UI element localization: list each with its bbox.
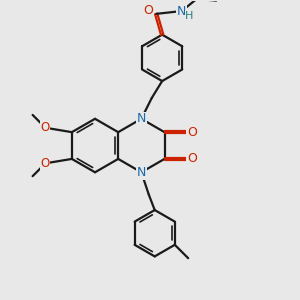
Text: N: N bbox=[137, 112, 146, 125]
Text: N: N bbox=[137, 166, 146, 179]
Text: N: N bbox=[176, 5, 186, 18]
Text: O: O bbox=[40, 121, 50, 134]
Text: O: O bbox=[187, 126, 197, 139]
Text: O: O bbox=[143, 4, 153, 17]
Text: O: O bbox=[187, 152, 197, 165]
Text: O: O bbox=[40, 157, 50, 170]
Text: H: H bbox=[185, 11, 194, 21]
